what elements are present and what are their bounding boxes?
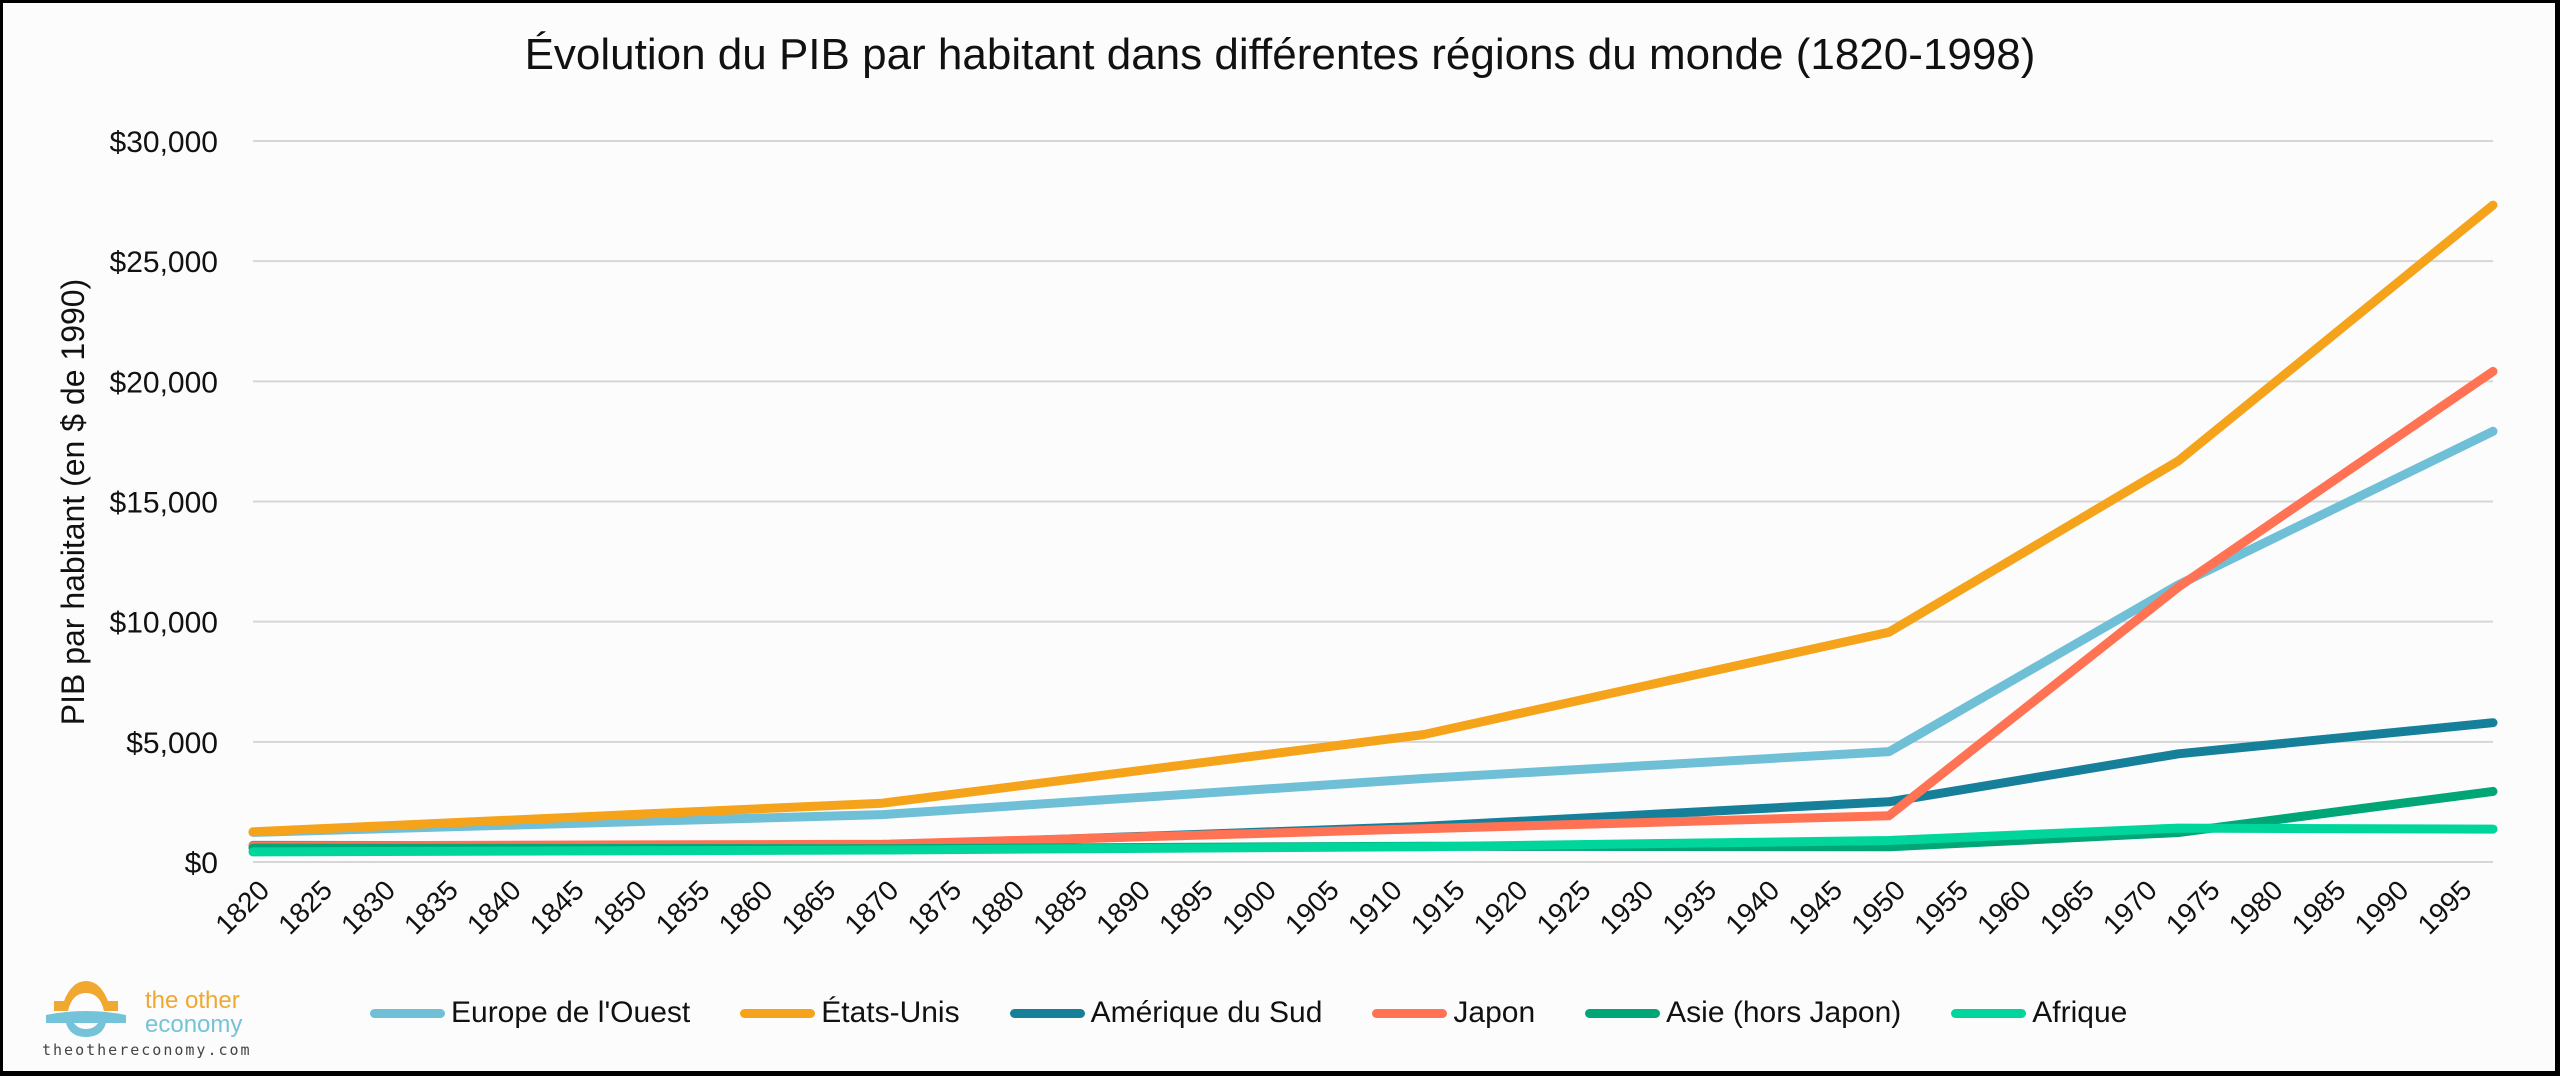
legend-item: Afrique bbox=[1951, 996, 2127, 1030]
legend-label: Japon bbox=[1453, 996, 1536, 1029]
series-lines bbox=[248, 200, 2498, 857]
x-tick-label: 1850 bbox=[587, 874, 653, 940]
legend-swatch bbox=[1951, 1008, 2027, 1018]
legend-item: Japon bbox=[1372, 996, 1535, 1030]
y-axis-ticks: $0 $5,000 $10,000 $15,000 $20,000 $25,000 $30,… bbox=[110, 126, 218, 880]
x-tick-label: 1845 bbox=[524, 874, 590, 940]
legend-item: Amérique du Sud bbox=[1009, 996, 1323, 1030]
y-tick-label: $15,000 bbox=[110, 487, 218, 520]
brand-logo: the other economy theothereconomy.com bbox=[40, 975, 280, 1065]
y-tick-label: $5,000 bbox=[126, 727, 218, 760]
x-tick-label: 1820 bbox=[209, 874, 275, 940]
chart-frame bbox=[3, 3, 2555, 1071]
series-line--tats-unis bbox=[248, 200, 2498, 837]
logo-text-line2: economy bbox=[145, 1011, 243, 1038]
series-line-europe-de-l-ouest bbox=[248, 426, 2498, 837]
y-axis-label: PIB par habitant (en $ de 1990) bbox=[55, 279, 91, 726]
x-tick-label: 1925 bbox=[1531, 874, 1597, 940]
logo-url: theothereconomy.com bbox=[42, 1041, 252, 1059]
y-tick-label: $30,000 bbox=[110, 126, 218, 159]
legend-label: Asie (hors Japon) bbox=[1666, 996, 1902, 1029]
x-tick-label: 1970 bbox=[2097, 874, 2163, 940]
x-tick-label: 1930 bbox=[1594, 874, 1660, 940]
legend-item: États-Unis bbox=[740, 996, 960, 1030]
legend-item: Asie (hors Japon) bbox=[1585, 996, 1901, 1030]
x-axis-ticks: 1820182518301835184018451850185518601865… bbox=[209, 874, 2477, 940]
x-tick-label: 1960 bbox=[1971, 874, 2037, 940]
legend-swatch bbox=[740, 1008, 816, 1018]
x-tick-label: 1885 bbox=[1027, 874, 1093, 940]
legend: Europe de l'Ouest États-Unis Amérique du S… bbox=[370, 996, 2127, 1030]
legend-swatch bbox=[1585, 1008, 1661, 1018]
x-tick-label: 1935 bbox=[1656, 874, 1722, 940]
x-tick-label: 1895 bbox=[1153, 874, 1219, 940]
x-tick-label: 1985 bbox=[2286, 874, 2352, 940]
legend-item: Europe de l'Ouest bbox=[370, 996, 690, 1030]
x-tick-label: 1945 bbox=[1782, 874, 1848, 940]
logo-icon bbox=[46, 981, 126, 1037]
x-tick-label: 1905 bbox=[1279, 874, 1345, 940]
y-tick-label: $25,000 bbox=[110, 246, 218, 279]
x-tick-label: 1880 bbox=[964, 874, 1030, 940]
x-tick-label: 1975 bbox=[2160, 874, 2226, 940]
x-tick-label: 1915 bbox=[1405, 874, 1471, 940]
x-tick-label: 1890 bbox=[1090, 874, 1156, 940]
legend-swatch bbox=[370, 1008, 445, 1018]
x-tick-label: 1900 bbox=[1216, 874, 1282, 940]
x-tick-label: 1965 bbox=[2034, 874, 2100, 940]
x-tick-label: 1860 bbox=[713, 874, 779, 940]
legend-label: États-Unis bbox=[821, 996, 960, 1029]
series-line-afrique bbox=[248, 823, 2498, 857]
x-tick-label: 1835 bbox=[398, 874, 464, 940]
x-tick-label: 1870 bbox=[838, 874, 904, 940]
x-tick-label: 1940 bbox=[1719, 874, 1785, 940]
legend-label: Amérique du Sud bbox=[1090, 996, 1323, 1029]
x-tick-label: 1955 bbox=[1908, 874, 1974, 940]
legend-swatch bbox=[1372, 1008, 1448, 1018]
x-tick-label: 1920 bbox=[1468, 874, 1534, 940]
legend-swatch bbox=[1009, 1008, 1085, 1018]
x-tick-label: 1865 bbox=[776, 874, 842, 940]
x-tick-label: 1825 bbox=[272, 874, 338, 940]
x-tick-label: 1840 bbox=[461, 874, 527, 940]
y-tick-label: $10,000 bbox=[110, 607, 218, 640]
chart-title: Évolution du PIB par habitant dans diffé… bbox=[524, 30, 2036, 79]
x-tick-label: 1980 bbox=[2223, 874, 2289, 940]
logo-text-line1: the other bbox=[145, 987, 240, 1014]
x-tick-label: 1950 bbox=[1845, 874, 1911, 940]
y-tick-label: $20,000 bbox=[110, 366, 218, 399]
x-tick-label: 1910 bbox=[1342, 874, 1408, 940]
series-line-japon bbox=[248, 366, 2498, 851]
y-tick-label: $0 bbox=[185, 847, 218, 880]
legend-label: Europe de l'Ouest bbox=[451, 996, 691, 1029]
x-tick-label: 1830 bbox=[335, 874, 401, 940]
x-tick-label: 1875 bbox=[901, 874, 967, 940]
x-tick-label: 1855 bbox=[650, 874, 716, 940]
legend-label: Afrique bbox=[2032, 996, 2128, 1029]
x-tick-label: 1990 bbox=[2349, 874, 2415, 940]
x-tick-label: 1995 bbox=[2412, 874, 2478, 940]
